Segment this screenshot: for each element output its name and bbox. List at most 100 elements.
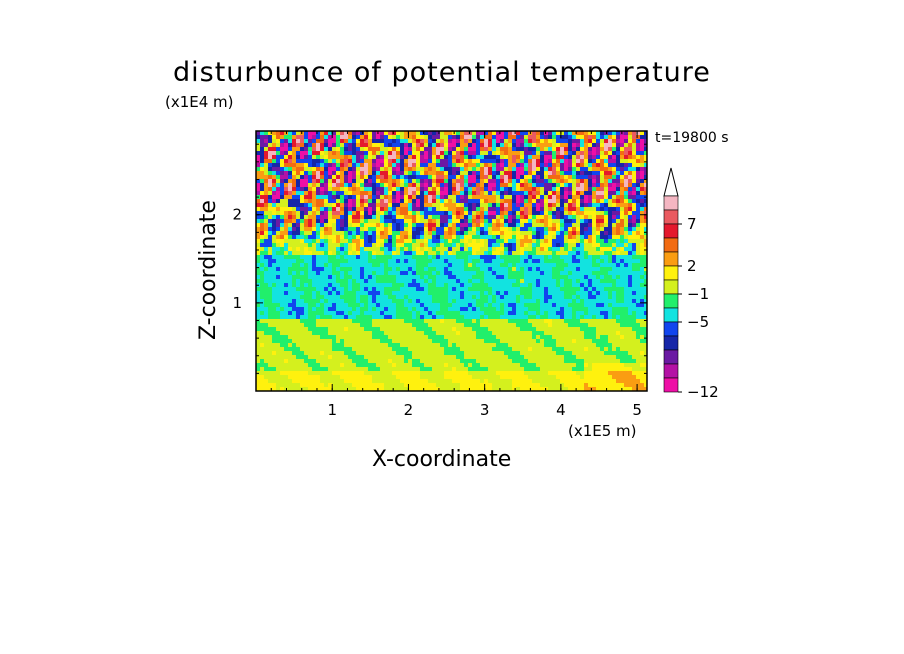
field-cell — [356, 251, 361, 256]
field-cell — [312, 295, 317, 300]
field-cell — [348, 131, 353, 136]
field-cell — [544, 235, 549, 240]
field-cell — [284, 171, 289, 176]
field-cell — [556, 131, 561, 136]
field-cell — [440, 239, 445, 244]
field-cell — [444, 151, 449, 156]
field-cell — [272, 259, 277, 264]
field-cell — [444, 139, 449, 144]
field-cell — [420, 255, 425, 260]
field-cell — [600, 267, 605, 272]
field-cell — [444, 187, 449, 192]
field-cell — [408, 171, 413, 176]
field-cell — [572, 315, 577, 320]
field-cell — [348, 183, 353, 188]
field-cell — [316, 291, 321, 296]
field-cell — [476, 283, 481, 288]
field-cell — [356, 279, 361, 284]
field-cell — [272, 139, 277, 144]
field-cell — [404, 179, 409, 184]
field-cell — [388, 239, 393, 244]
field-cell — [292, 199, 297, 204]
field-cell — [464, 255, 469, 260]
field-cell — [292, 319, 297, 324]
field-cell — [408, 283, 413, 288]
field-cell — [468, 219, 473, 224]
field-cell — [628, 183, 633, 188]
field-cell — [296, 311, 301, 316]
field-cell — [276, 239, 281, 244]
field-cell — [352, 295, 357, 300]
field-cell — [320, 171, 325, 176]
field-cell — [484, 295, 489, 300]
field-cell — [564, 331, 569, 336]
field-cell — [476, 159, 481, 164]
field-cell — [644, 131, 647, 136]
field-cell — [312, 215, 317, 220]
field-cell — [344, 235, 349, 240]
field-cell — [464, 183, 469, 188]
field-cell — [636, 163, 641, 168]
field-cell — [336, 267, 341, 272]
field-cell — [280, 279, 285, 284]
field-cell — [276, 135, 281, 140]
field-cell — [316, 307, 321, 312]
field-cell — [400, 199, 405, 204]
field-cell — [520, 167, 525, 172]
field-cell — [448, 191, 453, 196]
field-cell — [540, 227, 545, 232]
field-cell — [448, 319, 453, 324]
field-cell — [644, 163, 647, 168]
field-cell — [536, 159, 541, 164]
field-cell — [640, 235, 645, 240]
field-cell — [484, 183, 489, 188]
field-cell — [460, 179, 465, 184]
field-cell — [604, 315, 609, 320]
field-cell — [616, 315, 621, 320]
field-cell — [588, 251, 593, 256]
field-cell — [404, 283, 409, 288]
field-cell — [312, 291, 317, 296]
field-cell — [360, 147, 365, 152]
field-cell — [496, 147, 501, 152]
field-cell — [600, 291, 605, 296]
field-cell — [352, 267, 357, 272]
field-cell — [552, 255, 557, 260]
field-cell — [332, 151, 337, 156]
field-cell — [456, 135, 461, 140]
field-cell — [376, 247, 381, 252]
field-cell — [396, 283, 401, 288]
field-cell — [624, 251, 629, 256]
field-cell — [444, 267, 449, 272]
field-cell — [440, 211, 445, 216]
field-cell — [552, 163, 557, 168]
field-cell — [460, 131, 465, 136]
field-cell — [352, 287, 357, 292]
field-cell — [444, 219, 449, 224]
field-cell — [580, 207, 585, 212]
field-cell — [532, 307, 537, 312]
field-cell — [476, 331, 481, 336]
field-cell — [512, 327, 517, 332]
field-cell — [632, 223, 637, 228]
field-cell — [320, 295, 325, 300]
field-cell — [304, 255, 309, 260]
field-cell — [572, 131, 577, 136]
field-cell — [400, 139, 405, 144]
field-cell — [280, 267, 285, 272]
field-cell — [324, 187, 329, 192]
field-cell — [468, 195, 473, 200]
field-cell — [444, 227, 449, 232]
field-cell — [480, 179, 485, 184]
field-cell — [540, 131, 545, 136]
field-cell — [304, 315, 309, 320]
field-cell — [396, 271, 401, 276]
field-cell — [624, 291, 629, 296]
field-cell — [456, 199, 461, 204]
field-cell — [628, 139, 633, 144]
field-cell — [460, 171, 465, 176]
field-cell — [508, 179, 513, 184]
field-cell — [276, 183, 281, 188]
field-cell — [360, 283, 365, 288]
field-cell — [588, 203, 593, 208]
